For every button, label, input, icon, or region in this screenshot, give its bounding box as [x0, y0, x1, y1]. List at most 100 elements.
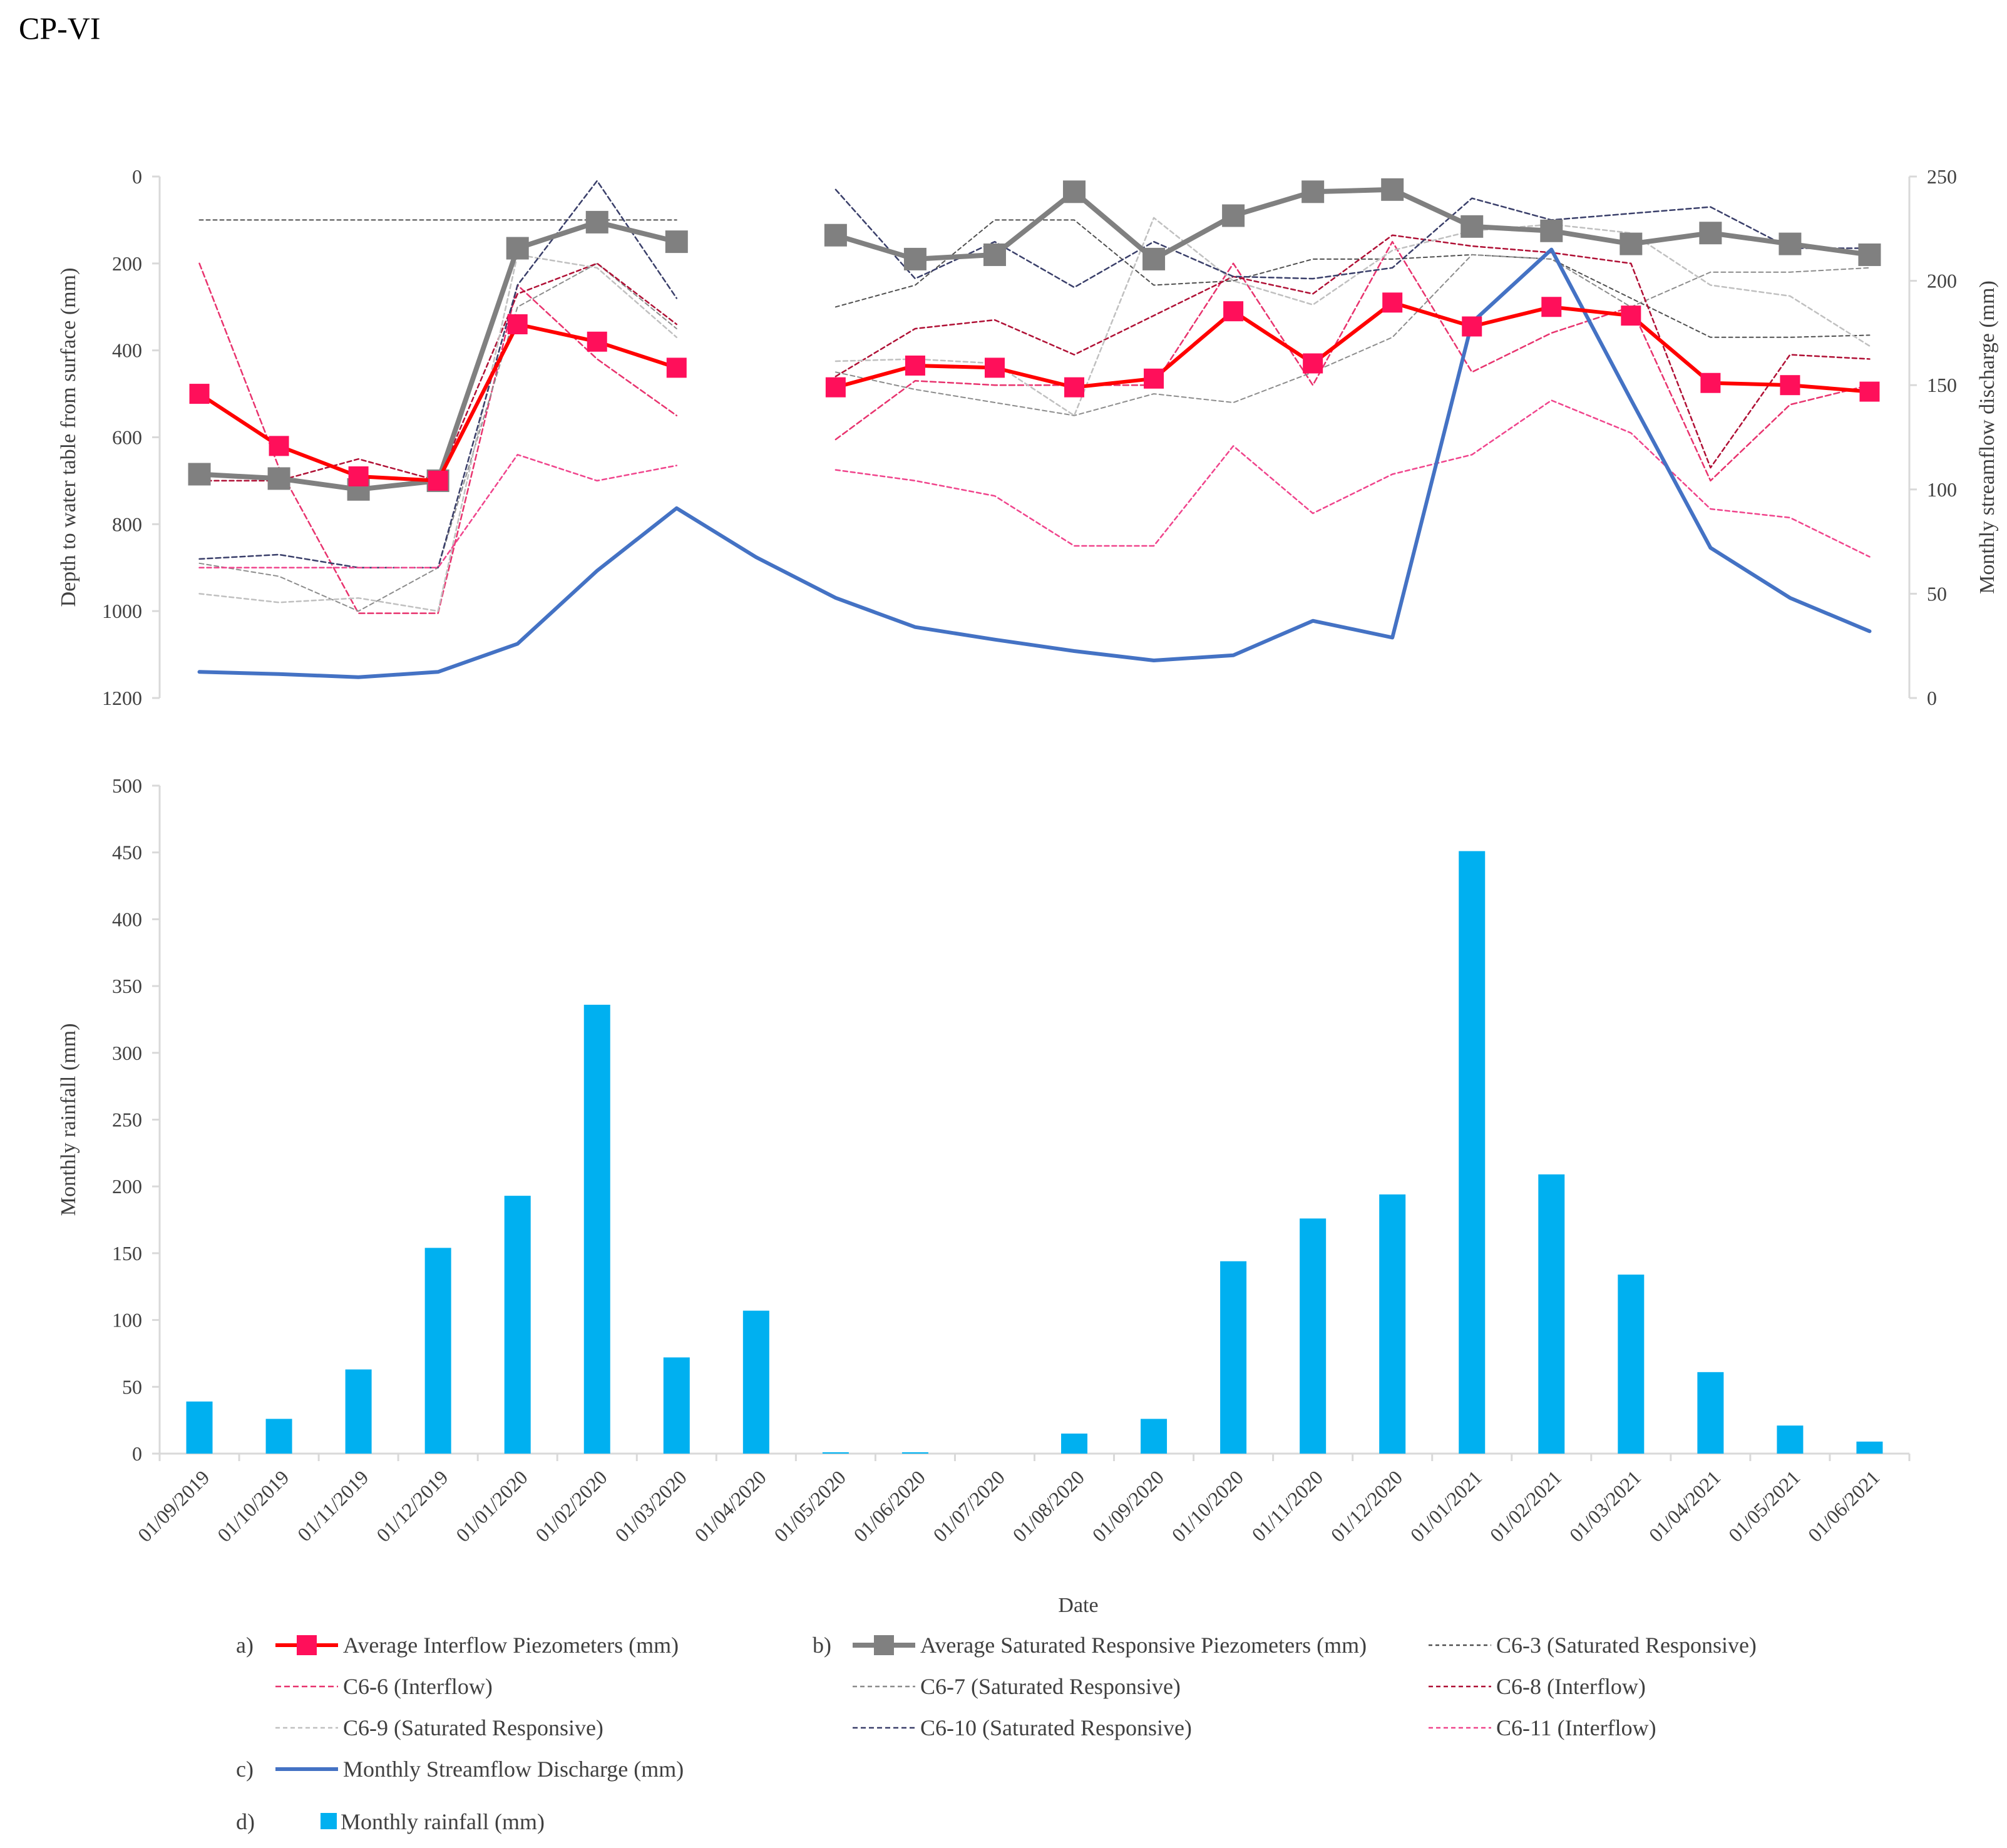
marker-avg_saturated	[188, 463, 211, 486]
x-tick-label: 01/04/2020	[690, 1466, 771, 1546]
rainfall-bar	[663, 1357, 690, 1454]
series-line-c6_10	[198, 180, 1871, 569]
x-tick-label: 01/02/2021	[1486, 1466, 1566, 1546]
rainfall-bar	[1538, 1174, 1565, 1454]
legend: a) Average Interflow Piezometers (mm) b) Av…	[236, 1633, 1757, 1834]
bottom-y-tick-label: 350	[112, 975, 142, 997]
bottom-y-tick-label: 400	[112, 908, 142, 930]
marker-avg_interflow	[1700, 372, 1721, 393]
marker-avg_saturated	[983, 243, 1006, 266]
x-tick-label: 01/06/2021	[1804, 1466, 1884, 1546]
top-axes	[152, 175, 1917, 699]
x-tick-label: 01/10/2019	[213, 1466, 294, 1546]
marker-avg_interflow	[984, 357, 1005, 378]
marker-avg_interflow	[1303, 353, 1323, 374]
bottom-y-tick-label: 50	[122, 1375, 142, 1398]
top-y2-tick-label: 150	[1927, 374, 1957, 396]
marker-avg_interflow	[1621, 305, 1641, 326]
x-tick-label: 01/01/2020	[451, 1466, 532, 1546]
legend-c6-6: C6-6 (Interflow)	[275, 1674, 493, 1699]
legend-streamflow: Monthly Streamflow Discharge (mm)	[275, 1757, 684, 1782]
x-tick-label: 01/05/2021	[1724, 1466, 1805, 1546]
legend-c6-3: C6-3 (Saturated Responsive)	[1429, 1633, 1757, 1658]
marker-avg_saturated	[665, 230, 688, 254]
legend-letter: d)	[236, 1809, 255, 1834]
legend-c6-8: C6-8 (Interflow)	[1429, 1674, 1646, 1699]
marker-avg_interflow	[587, 331, 607, 352]
rainfall-bar	[504, 1196, 531, 1454]
top-y2-tick-label: 0	[1927, 687, 1937, 709]
legend-label: C6-9 (Saturated Responsive)	[343, 1715, 603, 1740]
legend-label: C6-10 (Saturated Responsive)	[920, 1715, 1192, 1740]
rainfall-bar	[265, 1419, 292, 1454]
marker-avg_interflow	[1144, 368, 1164, 389]
x-tick-label: 01/05/2020	[769, 1466, 850, 1546]
top-y-tick-label: 1000	[102, 600, 142, 622]
marker-avg_interflow	[905, 355, 925, 376]
marker-avg_interflow	[1382, 292, 1403, 313]
legend-avg-interflow: Average Interflow Piezometers (mm)	[275, 1633, 679, 1658]
marker-avg_saturated	[506, 237, 529, 260]
rainfall-bar	[424, 1248, 451, 1454]
top-series	[188, 178, 1881, 679]
legend-c6-10: C6-10 (Saturated Responsive)	[853, 1715, 1192, 1740]
series-avg_interflow	[189, 292, 1880, 491]
x-tick-label: 01/11/2019	[293, 1466, 373, 1546]
rainfall-bar	[1300, 1218, 1327, 1454]
marker-avg_interflow	[1780, 375, 1800, 396]
rainfall-bar	[822, 1452, 849, 1454]
bottom-y-tick-label: 150	[112, 1242, 142, 1265]
legend-rainfall: Monthly rainfall (mm)	[321, 1809, 545, 1834]
series-streamflow	[197, 247, 1872, 679]
top-y2-axis-title: Monthly streamflow discharge (mm)	[1976, 280, 1999, 594]
rainfall-bar	[345, 1369, 372, 1454]
series-line-avg_interflow	[197, 300, 1872, 483]
marker-avg_interflow	[507, 314, 528, 335]
marker-avg_interflow	[1462, 316, 1482, 337]
marker-avg_saturated	[1779, 232, 1802, 255]
series-c6_11	[198, 399, 1871, 569]
x-tick-label: 01/03/2020	[610, 1466, 691, 1546]
legend-letter: c)	[236, 1757, 254, 1782]
depth-streamflow-chart: 0 200 400 600 800 1000 1200 0 50 100 150 200 250 Dep…	[57, 165, 1999, 709]
legend-label: Average Interflow Piezometers (mm)	[343, 1633, 679, 1658]
x-tick-label: 01/07/2020	[928, 1466, 1009, 1546]
marker-avg_saturated	[267, 467, 290, 490]
legend-label: Average Saturated Responsive Piezometers…	[920, 1633, 1367, 1658]
series-c6_3	[198, 219, 1871, 338]
x-tick-label: 01/11/2020	[1247, 1466, 1327, 1546]
marker-avg_saturated	[1460, 215, 1484, 238]
series-line-c6_3	[198, 219, 1871, 338]
legend-swatch-marker	[297, 1635, 317, 1655]
rainfall-bar	[1061, 1433, 1088, 1454]
x-tick-label: 01/02/2020	[531, 1466, 612, 1546]
legend-c6-9: C6-9 (Saturated Responsive)	[275, 1715, 603, 1740]
legend-letter: a)	[236, 1633, 254, 1658]
marker-avg_saturated	[1222, 204, 1245, 227]
x-tick-label: 01/09/2019	[133, 1466, 214, 1546]
bottom-y-tick-label: 100	[112, 1309, 142, 1332]
marker-avg_interflow	[1064, 377, 1085, 398]
bottom-y-tick-label: 250	[112, 1109, 142, 1131]
top-y2-tick-label: 50	[1927, 582, 1947, 605]
top-y-axis-title: Depth to water table from surface (mm)	[57, 268, 80, 607]
marker-avg_saturated	[1301, 180, 1325, 203]
rainfall-bar	[583, 1004, 610, 1454]
legend-letter: b)	[813, 1633, 831, 1658]
rainfall-bar	[1220, 1261, 1247, 1454]
legend-c6-7: C6-7 (Saturated Responsive)	[853, 1674, 1181, 1699]
x-tick-label: 01/04/2021	[1645, 1466, 1725, 1546]
marker-avg_saturated	[1063, 180, 1086, 203]
marker-avg_interflow	[428, 470, 448, 491]
rainfall-bar	[1856, 1441, 1883, 1454]
marker-avg_saturated	[1619, 232, 1643, 255]
rainfall-chart: 0 50 100 150 200 250 300 350 400 450 500 01/09/201…	[57, 774, 1911, 1617]
bottom-y-axis-title: Monthly rainfall (mm)	[57, 1024, 80, 1216]
marker-avg_saturated	[1699, 222, 1722, 245]
x-tick-label: 01/09/2020	[1087, 1466, 1168, 1546]
series-c6_10	[198, 180, 1871, 569]
x-tick-label: 01/12/2019	[372, 1466, 453, 1546]
marker-avg_interflow	[1859, 381, 1880, 402]
